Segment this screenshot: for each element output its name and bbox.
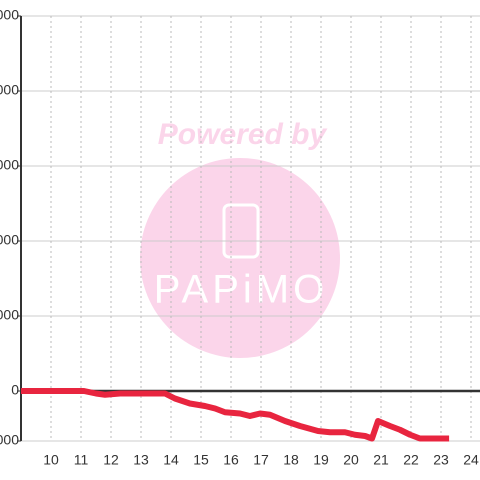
line-series bbox=[21, 388, 450, 442]
x-tick-label: 21 bbox=[373, 452, 389, 468]
y-tick-label: 30,000 bbox=[0, 307, 19, 323]
x-tick-label: 18 bbox=[283, 452, 299, 468]
x-tick-label: 17 bbox=[253, 452, 269, 468]
x-tick-label: 24 bbox=[463, 452, 479, 468]
x-tick-label: 13 bbox=[133, 452, 149, 468]
watermark-phone bbox=[222, 203, 260, 259]
x-tick-label: 15 bbox=[193, 452, 209, 468]
y-tick-label: 60,000 bbox=[0, 232, 19, 248]
watermark-logo: PAPiMO bbox=[154, 268, 328, 312]
x-tick-label: 22 bbox=[403, 452, 419, 468]
x-tick-label: 19 bbox=[313, 452, 329, 468]
y-tick-label: 150,000 bbox=[0, 7, 19, 23]
x-tick-label: 14 bbox=[163, 452, 179, 468]
y-tick-label: 90,000 bbox=[0, 157, 19, 173]
y-tick-label: 0 bbox=[11, 382, 19, 398]
x-tick-label: 11 bbox=[74, 452, 89, 468]
x-tick-label: 12 bbox=[103, 452, 119, 468]
x-tick-label: 23 bbox=[433, 452, 449, 468]
x-tick-label: 10 bbox=[43, 452, 59, 468]
y-tick-label: 120,000 bbox=[0, 82, 19, 98]
x-tick-label: 20 bbox=[343, 452, 359, 468]
x-tick-label: 16 bbox=[223, 452, 239, 468]
y-tick-label: -20,000 bbox=[0, 432, 19, 448]
watermark-text: Powered by bbox=[158, 118, 328, 151]
